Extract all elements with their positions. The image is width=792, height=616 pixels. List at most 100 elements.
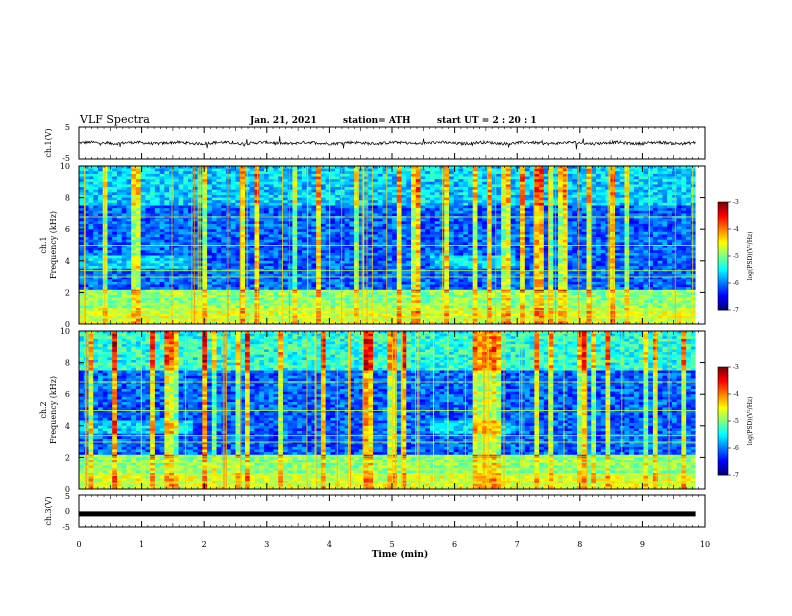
- spectrogram-cell: [690, 166, 696, 169]
- spectrogram-cell: [145, 176, 151, 180]
- spectrogram-cell: [278, 194, 284, 198]
- spectrogram-cell: [619, 179, 625, 183]
- spectrogram-cell: [116, 260, 122, 264]
- spectrogram-cell: [202, 181, 208, 185]
- spectrogram-cell: [501, 234, 507, 238]
- spectrogram-cell: [354, 205, 360, 209]
- spectrogram-cell: [154, 168, 160, 172]
- spectrogram-cell: [558, 181, 564, 185]
- spectrogram-cell: [230, 245, 236, 248]
- spectrogram-cell: [392, 221, 398, 225]
- spectrogram-cell: [539, 221, 545, 225]
- spectrogram-cell: [173, 221, 179, 225]
- spectrogram-cell: [339, 194, 345, 198]
- spectrogram-cell: [600, 192, 606, 196]
- spectrogram-cell: [472, 223, 478, 227]
- spectrogram-cell: [681, 189, 687, 193]
- spectrogram-cell: [596, 242, 602, 246]
- spectrogram-cell: [121, 168, 127, 172]
- spectrogram-cell: [572, 166, 578, 169]
- spectrogram-cell: [164, 210, 170, 214]
- spectrogram-cell: [349, 263, 355, 267]
- spectrogram-cell: [434, 242, 440, 246]
- spectrogram-cell: [614, 205, 621, 209]
- spectrogram-cell: [529, 197, 535, 201]
- spectrogram-cell: [183, 245, 189, 248]
- spectrogram-cell: [211, 213, 217, 217]
- spectrogram-cell: [131, 247, 137, 251]
- spectrogram-cell: [150, 266, 156, 269]
- spectrogram-cell: [254, 245, 260, 248]
- spectrogram-cell: [425, 252, 431, 256]
- spectrogram-cell: [259, 189, 265, 193]
- spectrogram-cell: [415, 208, 421, 212]
- spectrogram-cell: [344, 213, 350, 217]
- spectrogram-cell: [581, 223, 587, 227]
- spectrogram-cell: [335, 208, 341, 212]
- spectrogram-cell: [643, 237, 649, 241]
- spectrogram-cell: [486, 176, 492, 180]
- spectrogram-cell: [491, 247, 497, 251]
- spectrogram-cell: [534, 252, 540, 256]
- spectrogram-cell: [344, 263, 350, 267]
- spectrogram-cell: [458, 245, 464, 248]
- spectrogram-cell: [325, 166, 331, 169]
- spectrogram-cell: [173, 226, 179, 230]
- spectrogram-cell: [325, 231, 331, 235]
- spectrogram-cell: [472, 179, 478, 183]
- spectrogram-cell: [79, 245, 85, 248]
- spectrogram-cell: [121, 258, 127, 262]
- spectrogram-cell: [211, 189, 217, 193]
- spectrogram-cell: [306, 166, 312, 169]
- spectrogram-cell: [145, 231, 151, 235]
- spectrogram-cell: [638, 239, 644, 243]
- spectrogram-cell: [373, 187, 379, 190]
- spectrogram-cell: [135, 189, 141, 193]
- spectrogram-cell: [638, 229, 644, 233]
- spectrogram-cell: [83, 255, 89, 259]
- spectrogram-cell: [173, 258, 179, 262]
- spectrogram-cell: [377, 221, 383, 225]
- spectrogram-cell: [207, 216, 213, 219]
- spectrogram-cell: [581, 234, 587, 238]
- spectrogram-cell: [638, 192, 644, 196]
- spectrogram-cell: [681, 179, 687, 183]
- spectrogram-cell: [202, 208, 208, 212]
- spectrogram-cell: [325, 250, 331, 254]
- spectrogram-cell: [505, 237, 511, 241]
- spectrogram-cell: [520, 166, 526, 169]
- spectrogram-cell: [624, 176, 630, 180]
- spectrogram-cell: [539, 197, 545, 201]
- spectrogram-cell: [420, 245, 426, 248]
- spectrogram-cell: [396, 234, 402, 238]
- spectrogram-cell: [657, 171, 663, 175]
- spectrogram-cell: [368, 216, 374, 219]
- spectrogram-cell: [335, 250, 341, 254]
- spectrogram-cell: [401, 231, 407, 235]
- spectrogram-cell: [202, 192, 208, 196]
- spectrogram-cell: [173, 263, 179, 267]
- spectrogram-cell: [529, 202, 535, 206]
- spectrogram-cell: [112, 218, 118, 222]
- spectrogram-cell: [107, 166, 113, 169]
- spectrogram-cell: [681, 192, 687, 196]
- spectrogram-cell: [439, 187, 445, 190]
- spectrogram-cell: [278, 179, 284, 183]
- spectrogram-cell: [150, 173, 156, 177]
- spectrogram-cell: [221, 200, 227, 204]
- spectrogram-cell: [591, 171, 597, 175]
- spectrogram-cell: [83, 234, 89, 238]
- spectrogram-cell: [520, 168, 526, 172]
- spectrogram-cell: [472, 255, 478, 259]
- spectrogram-cell: [273, 239, 279, 243]
- spectrogram-cell: [477, 210, 483, 214]
- spectrogram-cell: [230, 176, 236, 180]
- spectrogram-cell: [558, 237, 564, 241]
- spectrogram-cell: [140, 234, 146, 238]
- spectrogram-cell: [510, 234, 516, 238]
- spectrogram-cell: [211, 229, 217, 233]
- spectrogram-cell: [230, 179, 236, 183]
- spectrogram-cell: [567, 213, 573, 217]
- spectrogram-cell: [240, 245, 246, 248]
- spectrogram-cell: [150, 213, 156, 217]
